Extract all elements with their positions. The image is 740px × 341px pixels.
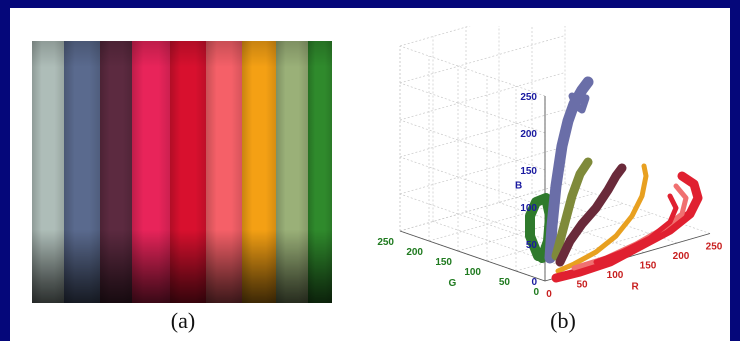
axis-r-tick: 250 <box>706 242 723 253</box>
axis-ticks: 250 200 150 100 50 0 250 200 150 100 50 0 0 50 100 150 2… <box>377 92 722 300</box>
caption-b: (b) <box>550 308 576 333</box>
cluster-blue <box>544 76 594 264</box>
figure-panel: (a) 250 200 150 100 50 0 250 200 150 100 50 0 0 50 100… <box>10 8 730 341</box>
axis-g-tick: 50 <box>499 277 511 288</box>
axis-r-tick: 50 <box>576 280 588 291</box>
axis-g-tick: 150 <box>435 257 452 268</box>
axis-g-tick: 200 <box>406 247 423 258</box>
axis-g-tick: 100 <box>464 267 481 278</box>
cluster-orange <box>555 163 649 274</box>
cluster-olive <box>551 157 593 261</box>
axis-g-tick: 0 <box>533 287 539 298</box>
rgb-scatter-3d: 250 200 150 100 50 0 250 200 150 100 50 0 0 50 100 150 2… <box>377 26 723 300</box>
cluster-red <box>551 171 703 283</box>
grid-line <box>428 193 595 242</box>
grid-line <box>399 72 566 121</box>
stripe-dark-maroon <box>100 41 132 303</box>
grid-line <box>399 26 471 47</box>
axis-r-tick: 0 <box>546 289 552 300</box>
axis-r-tick: 200 <box>673 251 690 262</box>
axis-label-b: B <box>515 181 522 192</box>
grid-line <box>498 202 645 253</box>
axis-b-tick: 0 <box>531 277 537 288</box>
cluster-blue-top <box>568 92 590 114</box>
color-stripes-photo <box>32 41 332 303</box>
axis-b-tick: 100 <box>520 203 537 214</box>
grid-line <box>399 35 566 84</box>
caption-a: (a) <box>170 308 196 333</box>
stripe-sage <box>276 41 308 303</box>
axis-r-tick: 150 <box>640 261 657 272</box>
axis-label-g: G <box>449 278 457 289</box>
stripe-green <box>308 41 332 303</box>
stripe-light-gray <box>32 41 64 303</box>
stripe-orange <box>242 41 276 303</box>
axis-b-tick: 50 <box>526 240 538 251</box>
grid-line <box>399 109 566 158</box>
grid-line <box>399 193 546 245</box>
grid-line <box>399 82 546 134</box>
axis-r-tick: 100 <box>607 270 624 281</box>
axis-b-tick: 200 <box>520 129 537 140</box>
axis-b-tick: 150 <box>520 166 537 177</box>
grid-line <box>399 183 566 232</box>
axis-g-tick: 250 <box>377 237 394 248</box>
stripe-salmon <box>206 41 242 303</box>
axis-label-r: R <box>632 281 640 292</box>
grid-line <box>465 211 612 263</box>
stripe-slate-blue <box>64 41 100 303</box>
color-clusters <box>525 76 703 283</box>
cluster-red-inner <box>593 193 679 265</box>
axis-b-tick: 250 <box>520 92 537 103</box>
stripe-pink <box>132 41 170 303</box>
cluster-maroon <box>555 163 627 267</box>
grid-line <box>432 221 579 272</box>
axis-g-line <box>399 230 546 282</box>
grid-line <box>399 146 566 195</box>
grid-line <box>399 119 546 171</box>
grid-line <box>399 45 546 97</box>
grid-line <box>399 156 546 208</box>
stripe-red <box>170 41 206 303</box>
grid-line <box>457 203 624 252</box>
